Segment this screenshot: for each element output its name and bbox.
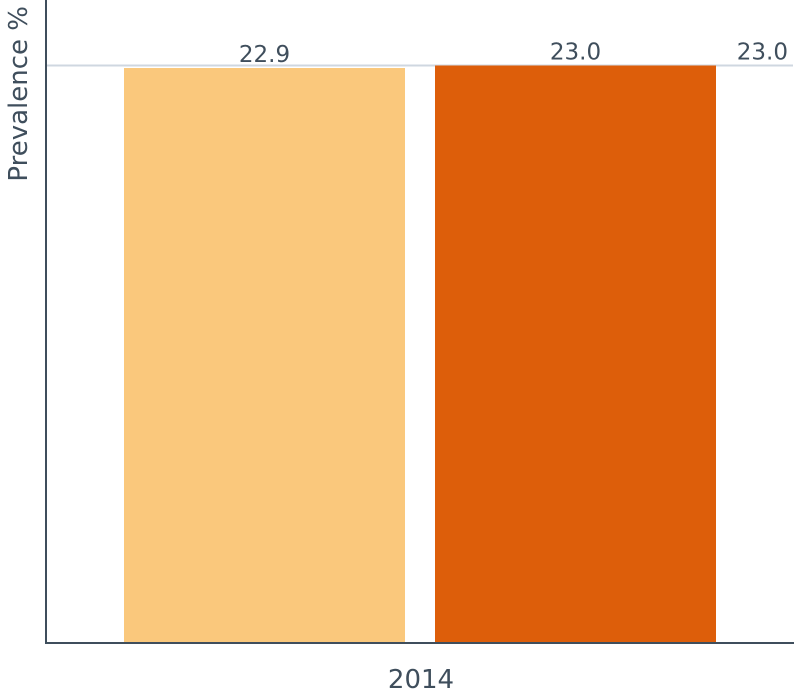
bar-series-2-2014: [435, 65, 716, 644]
y-axis-label: Prevalence %: [4, 6, 34, 182]
data-label-series-1: 22.9: [239, 42, 290, 68]
data-label-series-2: 23.0: [550, 40, 601, 66]
x-tick-label-2014: 2014: [388, 665, 454, 695]
bar-series-1-2014: [124, 68, 405, 643]
reference-line-label: 23.0: [737, 40, 788, 66]
